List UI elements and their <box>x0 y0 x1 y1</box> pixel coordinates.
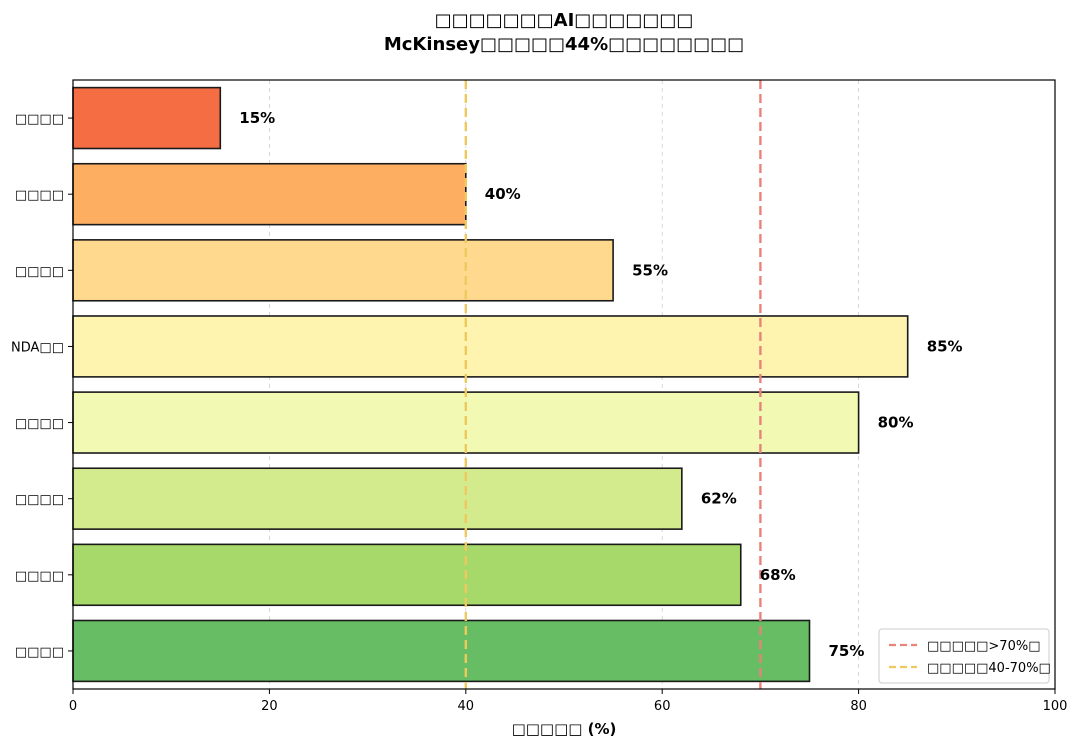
legend-box <box>878 628 1050 684</box>
category-label: □□□□ <box>15 569 64 584</box>
plot-frame <box>72 79 1056 690</box>
category-label: □□□□ <box>15 417 64 432</box>
legend-label-medium-risk: □□□□□40-70%□ <box>927 661 1051 676</box>
x-tick-label: 100 <box>1043 699 1068 714</box>
value-label: 75% <box>829 642 865 660</box>
value-label: 80% <box>878 414 914 432</box>
x-tick-label: 0 <box>69 699 77 714</box>
value-label: 85% <box>927 337 963 355</box>
reference-lines <box>464 80 762 689</box>
category-label: □□□□ <box>15 188 64 203</box>
category-label: □□□□ <box>15 645 64 660</box>
bar <box>72 467 683 530</box>
bar <box>72 619 811 683</box>
category-label: NDA□□ <box>11 340 64 355</box>
legend-label-high-risk: □□□□□>70%□ <box>927 639 1040 654</box>
value-label: 62% <box>701 490 737 508</box>
value-label: 55% <box>632 261 668 279</box>
category-label: □□□□ <box>15 264 64 279</box>
value-labels: 15% 40% 55% 85% 80% 62% 68% 75% <box>239 109 962 660</box>
chart-title-line1: □□□□□□□AI□□□□□□□ <box>435 10 694 31</box>
x-tick-label: 80 <box>850 699 867 714</box>
bar <box>72 315 909 378</box>
category-label: □□□□ <box>15 493 64 508</box>
y-axis-categories: □□□□ □□□□ □□□□ NDA□□ □□□□ □□□□ □□□□ □□□□ <box>11 112 73 660</box>
x-tick-label: 60 <box>654 699 671 714</box>
category-label: □□□□ <box>15 112 64 127</box>
bar <box>72 239 614 302</box>
bar <box>72 162 467 226</box>
bar <box>72 543 742 607</box>
bar <box>72 86 222 150</box>
value-label: 68% <box>760 566 796 584</box>
chart-title-line2: McKinsey□□□□□44%□□□□□□□□ <box>384 34 744 55</box>
value-label: 15% <box>239 109 275 127</box>
x-tick-label: 20 <box>261 699 278 714</box>
x-axis-label: □□□□□ (%) <box>512 720 617 738</box>
value-label: 40% <box>485 185 521 203</box>
x-axis-ticks: 0 20 40 60 80 100 <box>69 689 1068 714</box>
x-tick-label: 40 <box>458 699 475 714</box>
legend: □□□□□>70%□ □□□□□40-70%□ <box>878 628 1051 684</box>
